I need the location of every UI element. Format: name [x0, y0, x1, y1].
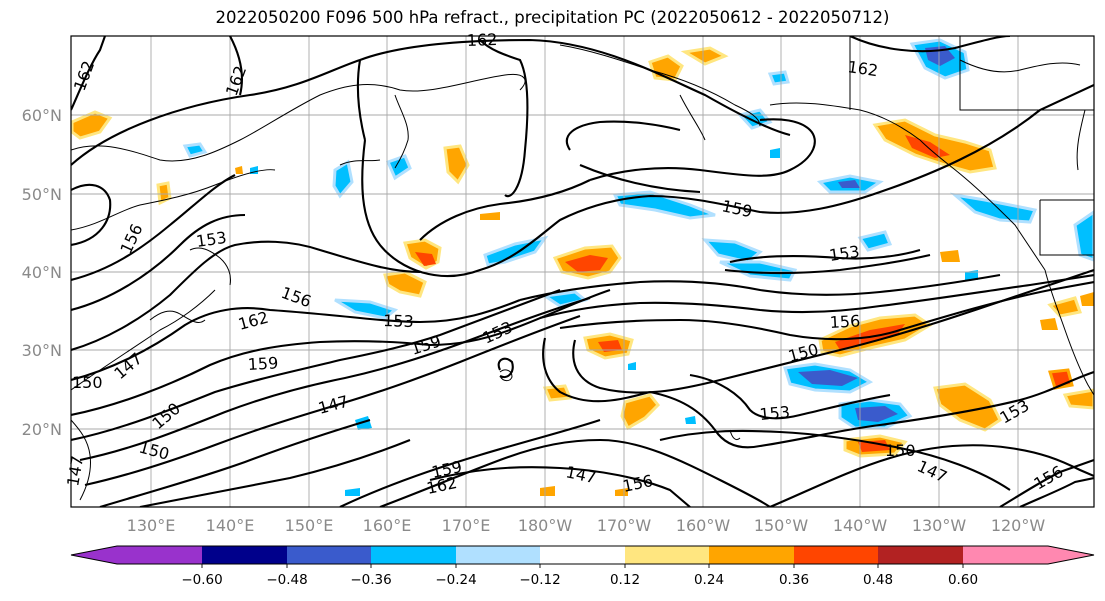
contour-label: 156: [829, 311, 860, 332]
colorbar-tick-label: −0.36: [350, 572, 391, 588]
colorbar-tick-label: −0.12: [519, 572, 560, 588]
colorbar-tick-label: 0.12: [610, 572, 640, 588]
colorbar-segment: [371, 546, 456, 564]
lon-label: 140°W: [833, 516, 888, 535]
map-panel: [71, 36, 1094, 507]
lat-label-50n: 50°N: [22, 185, 62, 204]
colorbar-tick-label: 0.24: [694, 572, 724, 588]
colorbar-segment: [540, 546, 625, 564]
colorbar-segment: [287, 546, 371, 564]
lat-label-20n: 20°N: [22, 420, 62, 439]
lat-label-60n: 60°N: [22, 106, 62, 125]
lon-label: 140°E: [206, 516, 255, 535]
colorbar-segment: [456, 546, 540, 564]
lat-label-40n: 40°N: [22, 263, 62, 282]
map-title: 2022050200 F096 500 hPa refract., precip…: [215, 8, 890, 27]
colorbar-tick-label: 0.48: [863, 572, 893, 588]
longitude-labels: 130°E 140°E 150°E 160°E 170°E 180°W 170°…: [127, 516, 1046, 535]
contour-label: 153: [828, 242, 861, 265]
lat-label-30n: 30°N: [22, 341, 62, 360]
lon-label: 170°W: [597, 516, 652, 535]
lon-label: 160°W: [676, 516, 731, 535]
lon-label: 130°E: [127, 516, 176, 535]
lon-label: 170°E: [442, 516, 491, 535]
height-contours: [71, 36, 1094, 507]
colorbar-segment: [794, 546, 878, 564]
colorbar-segment: [963, 546, 1094, 564]
contour-label: 159: [247, 353, 278, 374]
lon-label: 130°W: [912, 516, 967, 535]
colorbar-tick-label: −0.48: [266, 572, 307, 588]
colorbar-segment: [878, 546, 963, 564]
colorbar: −0.60 −0.48 −0.36 −0.24 −0.12 0.12 0.24 …: [70, 545, 1095, 588]
contour-label: 150: [885, 441, 916, 460]
lon-label: 180°W: [518, 516, 573, 535]
colorbar-segment: [709, 546, 794, 564]
contour-label: 153: [759, 402, 791, 424]
gridlines: [71, 36, 1094, 507]
colorbar-segment: [71, 546, 202, 564]
contour-label: 153: [195, 228, 228, 251]
colorbar-segment: [202, 546, 287, 564]
colorbar-tick-label: −0.24: [435, 572, 476, 588]
colorbar-tick-label: 0.36: [779, 572, 809, 588]
contour-label: 153: [383, 311, 414, 331]
contour-label: 150: [72, 373, 103, 392]
lon-label: 150°E: [285, 516, 334, 535]
colorbar-outline: [70, 545, 1095, 565]
colorbar-tick-label: 0.60: [948, 572, 978, 588]
lon-label: 160°E: [363, 516, 412, 535]
contour-label: 162: [846, 57, 879, 80]
lon-label: 120°W: [991, 516, 1046, 535]
contour-label: 162: [466, 30, 497, 50]
lon-label: 150°W: [754, 516, 809, 535]
precip-shading: [71, 38, 1094, 496]
latitude-labels: 60°N 50°N 40°N 30°N 20°N: [22, 106, 62, 439]
colorbar-segment: [625, 546, 709, 564]
map-frame: [70, 35, 1095, 508]
colorbar-tick-label: −0.60: [181, 572, 222, 588]
